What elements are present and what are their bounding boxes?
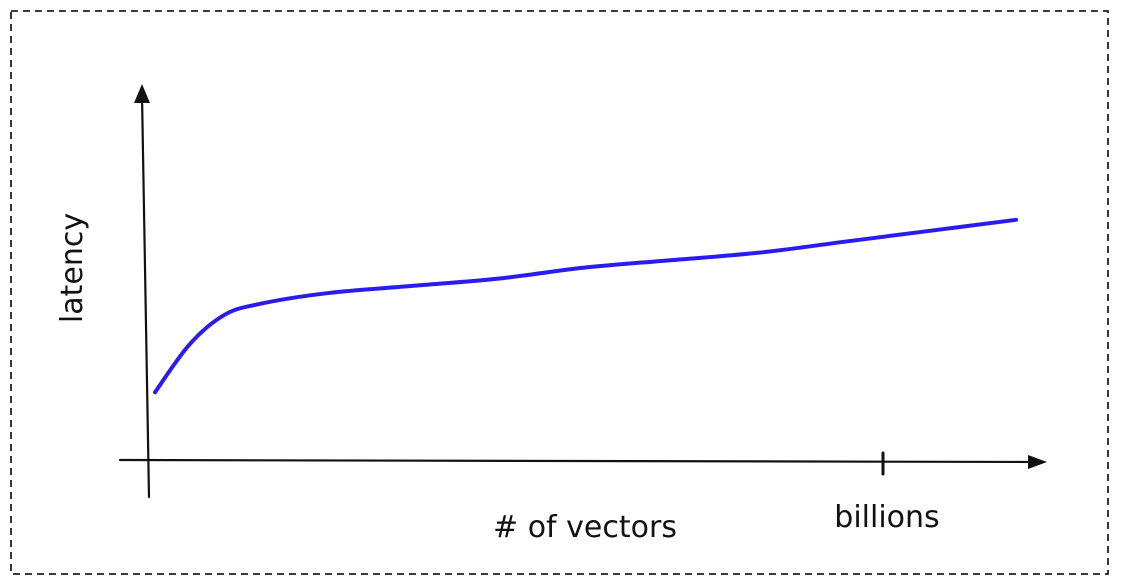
dashed-frame [10,10,1109,575]
y-axis-arrow-icon [134,84,150,103]
series-line [153,217,1018,395]
y-axis-line [140,93,151,499]
y-axis [134,84,151,499]
x-axis-line [118,458,1038,464]
x-axis-label: # of vectors [493,510,677,545]
y-axis-label: latency [55,213,90,323]
x-axis-arrow-icon [1028,455,1047,469]
x-tick-label-billions: billions [834,500,939,535]
x-axis [118,451,1047,476]
